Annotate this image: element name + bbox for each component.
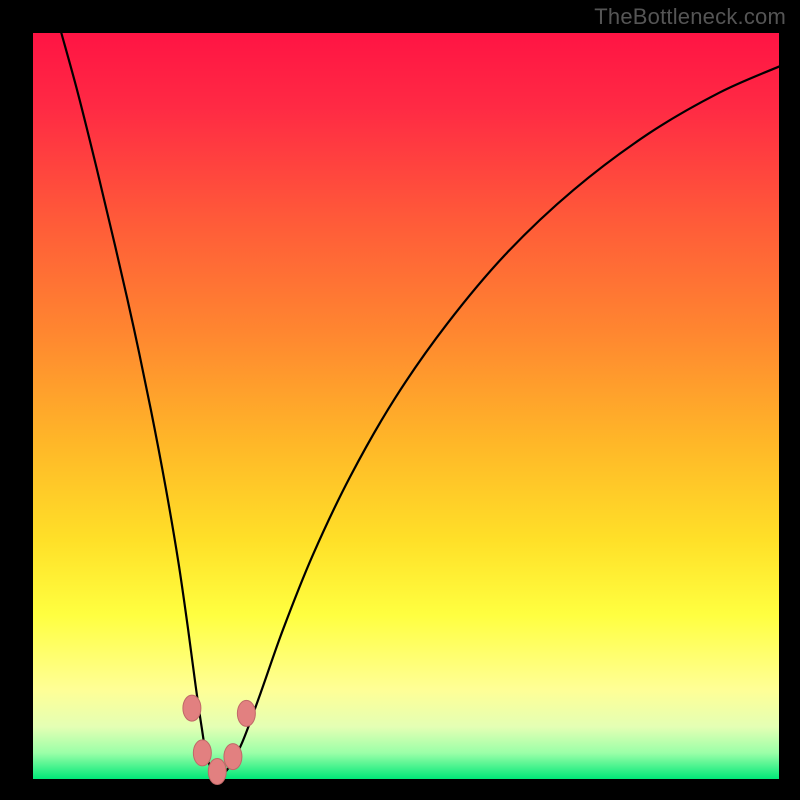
plot-background	[33, 33, 779, 779]
bottleneck-chart	[0, 0, 800, 800]
data-marker	[224, 744, 242, 770]
data-marker	[183, 695, 201, 721]
chart-frame: TheBottleneck.com	[0, 0, 800, 800]
data-marker	[208, 759, 226, 785]
data-marker	[193, 740, 211, 766]
data-marker	[237, 700, 255, 726]
